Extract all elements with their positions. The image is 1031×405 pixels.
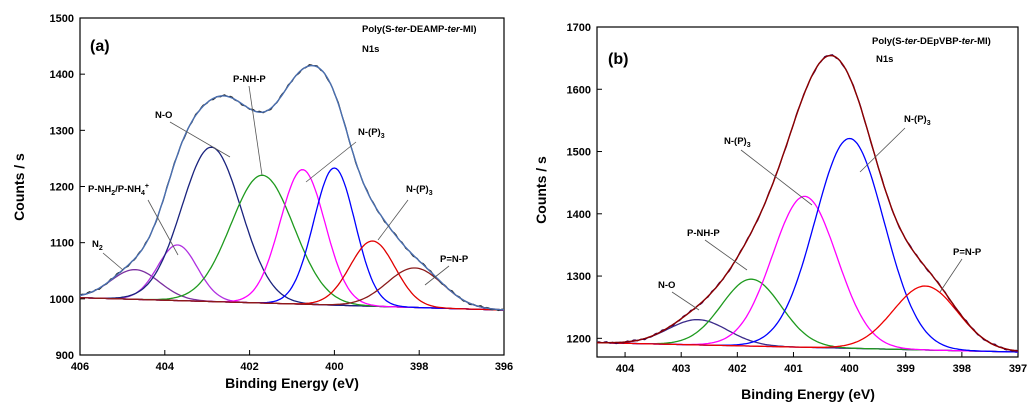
y-axis-ticks-b: 1200 1300 1400 1500 1600 1700 <box>567 22 602 345</box>
peak-label-p-nh2: P-NH2/P-NH4+ <box>88 183 179 256</box>
x-tick-label: 398 <box>410 361 428 373</box>
svg-text:N-O: N-O <box>658 280 675 291</box>
x-tick-label: 401 <box>784 363 802 375</box>
x-axis-ticks-a: 406 404 402 400 398 396 <box>71 350 513 373</box>
x-tick-label: 403 <box>672 363 690 375</box>
x-tick-label: 402 <box>728 363 746 375</box>
y-tick-label: 1000 <box>50 294 74 306</box>
y-tick-label: 1400 <box>567 209 591 221</box>
plot-frame-b <box>596 26 1019 358</box>
sample-title-a: Poly(S-ter-DEAMP-ter-MI) <box>362 24 477 35</box>
x-tick-label: 397 <box>1009 363 1027 375</box>
y-tick-label: 900 <box>56 350 74 362</box>
peak-label-p-n-p-a: P=N-P <box>424 254 469 286</box>
panel-label-a: (a) <box>90 38 110 55</box>
fit-envelope-curve <box>597 54 1019 352</box>
raw-data-curve <box>79 64 505 312</box>
peak-label-n-o-b: N-O <box>658 280 700 311</box>
y-tick-label: 1700 <box>567 22 591 34</box>
x-axis-ticks-b: 404 403 402 401 400 399 398 397 <box>616 352 1027 375</box>
x-tick-label: 396 <box>495 361 513 373</box>
component-peak-4 <box>597 137 1018 353</box>
x-tick-label: 399 <box>897 363 915 375</box>
svg-text:P-NH-P: P-NH-P <box>233 74 266 85</box>
subtitle-a: N1s <box>362 44 379 55</box>
component-peak-5 <box>597 285 1019 352</box>
component-peak-3 <box>79 146 505 311</box>
svg-text:P=N-P: P=N-P <box>440 254 469 265</box>
y-tick-label: 1600 <box>567 84 591 96</box>
x-tick-label: 404 <box>156 361 175 373</box>
peak-label-p-n-p-b: P=N-P <box>939 247 982 293</box>
y-tick-label: 1500 <box>567 147 591 159</box>
peak-curves-a <box>79 64 505 312</box>
svg-text:N-(P)3: N-(P)3 <box>904 114 931 127</box>
svg-text:P-NH2/P-NH4+: P-NH2/P-NH4+ <box>88 183 149 197</box>
chart-panel-b: 1200 1300 1400 1500 1600 1700 404 403 402 401 400… <box>533 22 1027 402</box>
x-tick-label: 406 <box>71 361 89 373</box>
peak-label-n-p3-lower: N-(P)3 <box>377 184 433 241</box>
y-tick-label: 1100 <box>50 238 74 250</box>
x-tick-label: 404 <box>616 363 635 375</box>
y-tick-label: 1300 <box>567 271 591 283</box>
y-tick-label: 1400 <box>50 69 74 81</box>
y-axis-ticks-a: 900 1000 1100 1200 1300 1400 1500 <box>50 13 85 362</box>
subtitle-b: N1s <box>876 54 893 65</box>
svg-text:P=N-P: P=N-P <box>953 247 982 258</box>
peak-label-n-o: N-O <box>155 110 231 158</box>
panel-label-b: (b) <box>608 51 628 68</box>
component-peak-8 <box>79 267 505 311</box>
svg-text:P-NH-P: P-NH-P <box>687 228 720 239</box>
chart-panel-a: 900 1000 1100 1200 1300 1400 1500 406 404 402 400… <box>11 13 513 391</box>
peak-label-p-nh-p-a: P-NH-P <box>233 74 266 176</box>
peak-label-n-p3-b-right: N-(P)3 <box>859 114 931 173</box>
sample-title-b: Poly(S-ter-DEpVBP-ter-MI) <box>872 36 991 47</box>
x-tick-label: 400 <box>325 361 343 373</box>
peak-label-n2: N2 <box>92 239 124 271</box>
y-axis-title-b: Counts / s <box>533 156 549 224</box>
peak-curves-b <box>596 54 1019 353</box>
x-tick-label: 400 <box>840 363 858 375</box>
y-tick-label: 1200 <box>50 182 74 194</box>
y-tick-label: 1300 <box>50 125 74 137</box>
svg-text:N-(P)3: N-(P)3 <box>724 136 751 149</box>
svg-text:N-(P)3: N-(P)3 <box>358 127 385 140</box>
peak-label-p-nh-p-b: P-NH-P <box>687 228 748 271</box>
x-axis-title-b: Binding Energy (eV) <box>741 386 875 402</box>
svg-text:N-(P)3: N-(P)3 <box>406 184 433 197</box>
y-tick-label: 1500 <box>50 13 74 25</box>
x-tick-label: 398 <box>953 363 971 375</box>
svg-text:N2: N2 <box>92 239 103 252</box>
x-axis-title-a: Binding Energy (eV) <box>225 375 359 391</box>
x-tick-label: 402 <box>240 361 258 373</box>
y-tick-label: 1200 <box>567 333 591 345</box>
fit-envelope-curve <box>79 64 505 311</box>
svg-text:N-O: N-O <box>155 110 172 121</box>
y-axis-title-a: Counts / s <box>11 153 27 221</box>
peak-label-n-p3-b-left: N-(P)3 <box>724 136 813 206</box>
component-peak-3 <box>597 195 1018 353</box>
peak-label-n-p3-upper: N-(P)3 <box>305 127 385 183</box>
